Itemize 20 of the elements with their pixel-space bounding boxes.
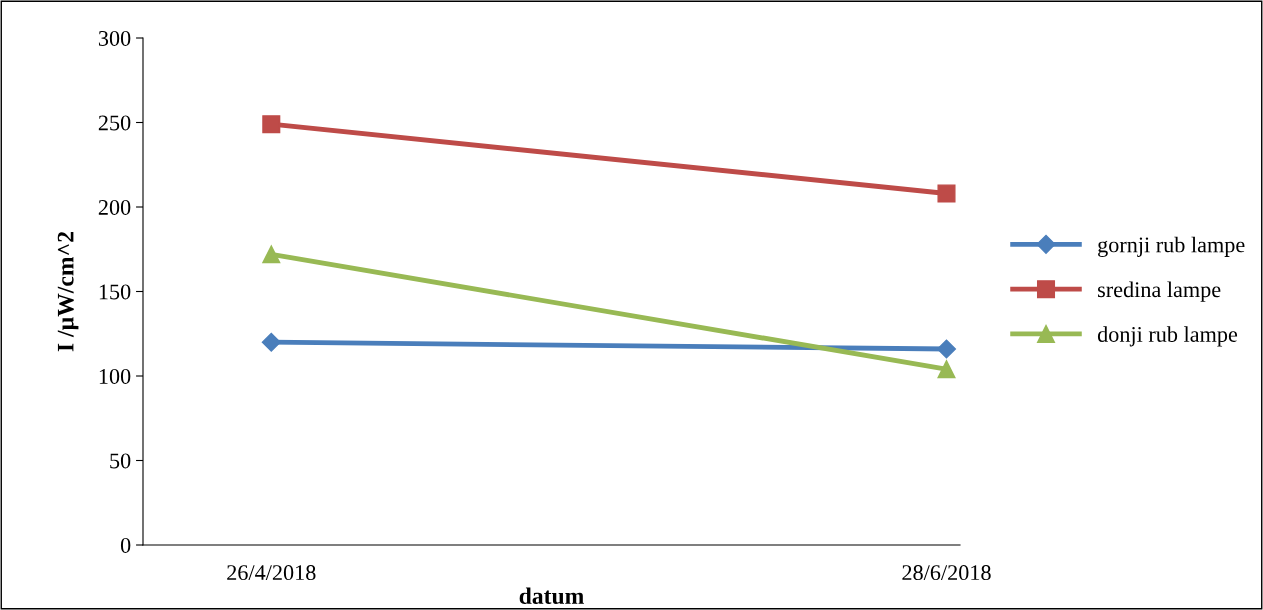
legend-label: gornji rub lampe — [1098, 236, 1245, 257]
y-tick-label: 150 — [99, 284, 131, 300]
y-tick-label: 50 — [110, 453, 131, 469]
point — [937, 184, 956, 203]
y-axis-title: I /µW/cm^2 — [57, 231, 79, 352]
y-tick-label: 250 — [98, 115, 131, 131]
point — [936, 339, 957, 359]
point — [937, 360, 956, 379]
y-tick-label: 300 — [98, 30, 131, 46]
legend-label: donji rub lampe — [1097, 326, 1238, 347]
x-tick-label: 26/4/2018 — [227, 565, 316, 581]
legend-label: sredina lampe — [1098, 281, 1221, 302]
x-tick-label: 28/6/2018 — [902, 565, 991, 581]
point — [262, 245, 281, 264]
point — [261, 332, 281, 352]
y-tick-label: 200 — [98, 199, 131, 215]
y-tick-label: 0 — [120, 537, 131, 553]
y-tick-label: 100 — [99, 368, 131, 384]
x-axis-title: datum — [519, 587, 584, 605]
point — [262, 115, 281, 134]
